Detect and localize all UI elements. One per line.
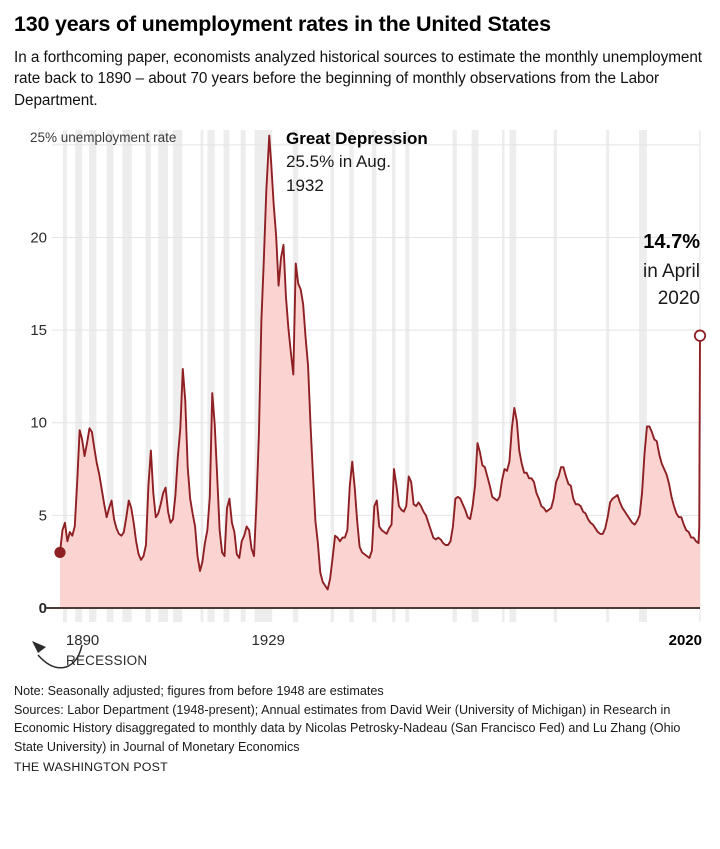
- recession-band: [88, 129, 97, 622]
- footer-note: Note: Seasonally adjusted; figures from …: [14, 683, 384, 698]
- y-axis-title: 25% unemployment rate: [30, 130, 176, 145]
- unemployment-rate-line: [59, 134, 701, 591]
- y-axis-tick-label: 20: [30, 229, 47, 246]
- data-markers-group: [54, 329, 706, 558]
- chart-container: 20 15 10 5 0 1890 1929 2020 25% unemployment ra…: [14, 120, 706, 680]
- page-subtitle: In a forthcoming paper, economists analy…: [14, 48, 703, 110]
- recession-band: [75, 129, 83, 622]
- recession-band: [452, 129, 457, 622]
- footer-sources: Sources: Labor Department (1948-present)…: [14, 702, 681, 754]
- recession-band: [145, 129, 151, 622]
- page-title: 130 years of unemployment rates in the U…: [14, 12, 551, 36]
- recession-band: [606, 129, 610, 622]
- area-fill: [60, 135, 700, 608]
- recession-pointer-arrow: [37, 644, 83, 669]
- y-axis-tick-label: 10: [30, 415, 47, 432]
- y-axis-tick-label: 15: [30, 322, 47, 339]
- annotation-covid-line2: 2020: [658, 288, 700, 309]
- end-point-marker: [693, 329, 706, 342]
- recession-band: [509, 129, 517, 622]
- recession-band: [207, 129, 215, 622]
- recession-band: [639, 129, 647, 622]
- recession-band: [62, 129, 67, 622]
- y-axis-tick-label: 5: [39, 507, 47, 524]
- x-axis-tick-label: 2020: [669, 632, 702, 649]
- recession-annotation-label: RECESSION: [66, 653, 147, 668]
- recession-band: [553, 129, 558, 622]
- annotation-great-depression-line1: 25.5% in Aug.: [286, 152, 391, 171]
- start-point-marker: [54, 546, 66, 558]
- recession-band: [240, 129, 246, 622]
- annotation-covid-line1: in April: [643, 261, 700, 282]
- unemployment-area-chart: 20 15 10 5 0 1890 1929 2020 25% unemployment ra…: [30, 129, 706, 669]
- recession-band: [330, 129, 335, 622]
- recession-band: [223, 129, 230, 622]
- recession-band: [349, 129, 354, 622]
- annotation-great-depression-line2: 1932: [286, 176, 324, 195]
- chart-footer: Note: Seasonally adjusted; figures from …: [14, 682, 706, 777]
- x-axis-tick-label: 1890: [66, 632, 99, 649]
- y-axis-tick-label: 0: [39, 600, 47, 617]
- annotation-great-depression-title: Great Depression: [286, 129, 428, 148]
- recession-band: [471, 129, 479, 622]
- recession-band: [106, 129, 114, 622]
- recession-arrowhead-icon: [32, 640, 46, 653]
- footer-credit: THE WASHINGTON POST: [14, 760, 168, 775]
- recession-band: [392, 129, 396, 622]
- recession-band: [405, 129, 410, 622]
- recession-band: [502, 129, 505, 622]
- recession-band: [172, 129, 183, 622]
- x-axis-tick-label: 1929: [252, 632, 285, 649]
- axis-group: 20 15 10 5 0 1890 1929 2020: [30, 229, 702, 649]
- recession-band: [200, 129, 204, 622]
- recession-band: [371, 129, 377, 622]
- annotation-covid-value: 14.7%: [643, 231, 700, 253]
- recession-band: [158, 129, 169, 622]
- recession-band: [122, 129, 132, 622]
- area-series-group: [59, 134, 701, 608]
